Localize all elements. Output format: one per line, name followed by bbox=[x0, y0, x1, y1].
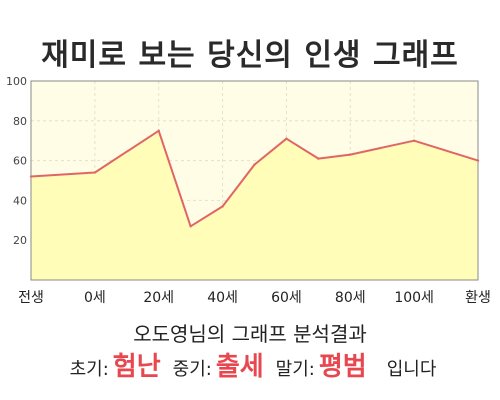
x-tick-label: 40세 bbox=[207, 290, 238, 306]
analysis-summary: 오도영님의 그래프 분석결과 bbox=[133, 322, 367, 346]
data-point-4 bbox=[221, 205, 224, 208]
data-point-3 bbox=[189, 225, 192, 228]
x-tick-label: 60세 bbox=[271, 290, 302, 306]
y-tick-label: 80 bbox=[13, 115, 27, 128]
data-point-6 bbox=[285, 137, 288, 140]
late-value: 평범 bbox=[318, 352, 367, 382]
data-point-8 bbox=[349, 153, 352, 156]
x-tick-label: 80세 bbox=[335, 290, 366, 306]
data-point-5 bbox=[253, 163, 256, 166]
y-axis-ticks: 20 40 60 80 100 bbox=[6, 75, 27, 247]
x-tick-label: 0세 bbox=[84, 290, 106, 306]
y-tick-label: 20 bbox=[13, 234, 27, 247]
x-axis-ticks: 전생 0세 20세 40세 60세 80세 100세 환생 bbox=[18, 290, 491, 306]
x-tick-label: 전생 bbox=[18, 290, 44, 306]
y-tick-label: 100 bbox=[6, 75, 27, 88]
data-point-9 bbox=[412, 139, 416, 142]
plot-border bbox=[30, 80, 479, 281]
data-points bbox=[29, 129, 480, 228]
data-point-2 bbox=[157, 129, 160, 132]
result-tail: 입니다 bbox=[386, 359, 437, 380]
data-point-0 bbox=[29, 175, 33, 178]
mid-label: 중기: bbox=[172, 359, 212, 380]
x-tick-label: 환생 bbox=[465, 290, 491, 306]
early-value: 험난 bbox=[112, 352, 161, 382]
data-point-7 bbox=[317, 157, 320, 160]
life-area-fill bbox=[31, 130, 478, 280]
y-tick-label: 40 bbox=[13, 194, 27, 207]
early-label: 초기: bbox=[69, 359, 109, 380]
analysis-results: 초기: 험난 중기: 출세 말기: 평범 입니다 bbox=[0, 346, 500, 383]
x-tick-label: 100세 bbox=[394, 290, 434, 306]
data-point-10 bbox=[476, 159, 480, 162]
data-point-1 bbox=[93, 171, 97, 174]
y-tick-label: 60 bbox=[13, 155, 27, 168]
page-title: 재미로 보는 당신의 인생 그래프 bbox=[41, 38, 459, 73]
mid-value: 출세 bbox=[215, 352, 264, 382]
x-tick-label: 20세 bbox=[143, 290, 174, 306]
late-label: 말기: bbox=[275, 359, 315, 380]
